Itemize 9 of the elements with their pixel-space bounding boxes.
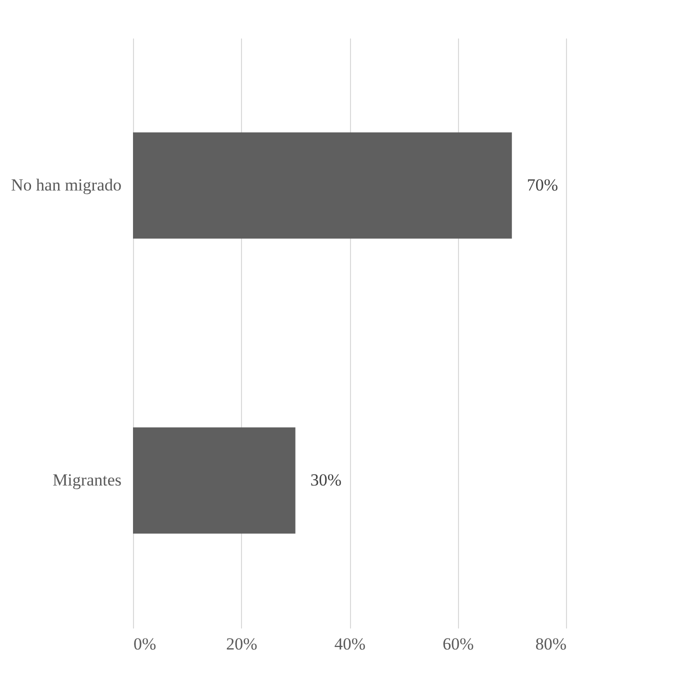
x-tick-label: 0% <box>134 634 156 654</box>
x-tick-label: 80% <box>535 634 566 654</box>
y-tick-label: Migrantes <box>52 470 122 490</box>
x-tick-label: 20% <box>226 634 258 654</box>
x-tick-label: 60% <box>442 634 474 654</box>
x-tick-label: 40% <box>334 634 366 654</box>
data-label: 30% <box>310 470 342 490</box>
y-tick-label: No han migrado <box>11 176 122 194</box>
data-label: 70% <box>526 176 558 194</box>
